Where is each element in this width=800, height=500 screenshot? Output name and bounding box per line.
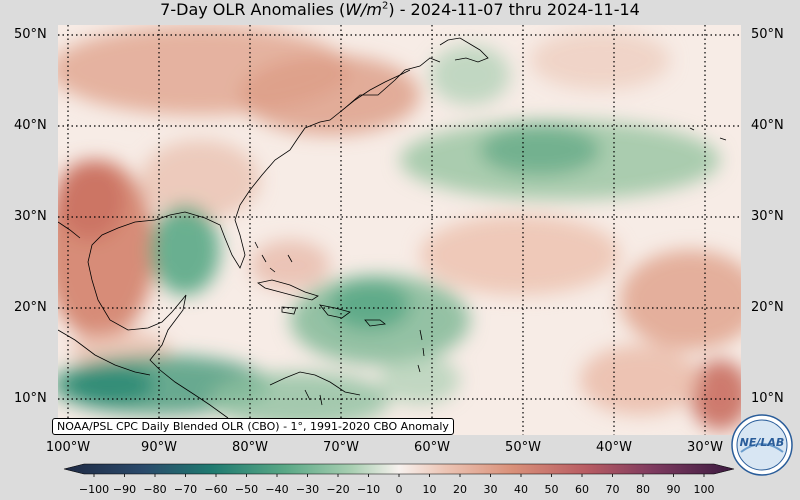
colorbar-tick: −40 (265, 483, 289, 496)
lon-label-70w: 70°W (323, 440, 359, 455)
colorbar-tick: 20 (453, 483, 467, 496)
colorbar-tick: 70 (605, 483, 620, 496)
colorbar-tick: −10 (356, 483, 381, 496)
anomaly-field (58, 25, 741, 435)
lat-label-10n-left: 10°N (14, 391, 47, 406)
lon-label-90w: 90°W (141, 440, 177, 455)
lat-label-50n-left: 50°N (14, 27, 47, 42)
colorbar-tick: 0 (395, 483, 403, 496)
colorbar-tick: 80 (636, 483, 650, 496)
map-title: 7-Day OLR Anomalies (W/m2) - 2024-11-07 … (160, 0, 640, 19)
colorbar-tick: 40 (514, 483, 528, 496)
lon-label-60w: 60°W (414, 440, 450, 455)
colorbar-tick: −90 (112, 483, 137, 496)
svg-text:NE∕LAB: NE∕LAB (740, 436, 785, 449)
lat-label-40n-left: 40°N (14, 118, 47, 133)
colorbar-tick: −60 (204, 483, 228, 496)
lon-label-40w: 40°W (596, 440, 632, 455)
coastlines (58, 37, 727, 419)
colorbar-tick: 10 (422, 483, 437, 496)
lon-label-80w: 80°W (232, 440, 268, 455)
colorbar-tick: −80 (143, 483, 167, 496)
colorbar-tick: −30 (295, 483, 320, 496)
lat-label-30n-left: 30°N (14, 209, 47, 224)
noaa-lab-logo-icon: NE∕LAB (731, 414, 793, 476)
colorbar (63, 463, 735, 477)
lon-label-100w: 100°W (45, 440, 91, 455)
colorbar-tick: −70 (173, 483, 198, 496)
graticule (58, 25, 741, 435)
lat-label-40n-right: 40°N (751, 118, 784, 133)
colorbar-tick: 90 (666, 483, 681, 496)
lat-label-10n-right: 10°N (751, 391, 784, 406)
lon-label-30w: 30°W (687, 440, 723, 455)
colorbar-tick: 100 (693, 483, 715, 496)
lon-label-50w: 50°W (505, 440, 541, 455)
lat-label-30n-right: 30°N (751, 209, 784, 224)
colorbar-tick: 50 (544, 483, 559, 496)
colorbar-tick: −20 (326, 483, 350, 496)
colorbar-tick: 30 (483, 483, 498, 496)
lat-label-20n-right: 20°N (751, 300, 784, 315)
colorbar-tick: −100 (78, 483, 110, 496)
lat-label-20n-left: 20°N (14, 300, 47, 315)
colorbar-tick: 60 (575, 483, 589, 496)
lat-label-50n-right: 50°N (751, 27, 784, 42)
colorbar-tick: −50 (234, 483, 259, 496)
data-source-credit: NOAA/PSL CPC Daily Blended OLR (CBO) - 1… (52, 418, 454, 435)
